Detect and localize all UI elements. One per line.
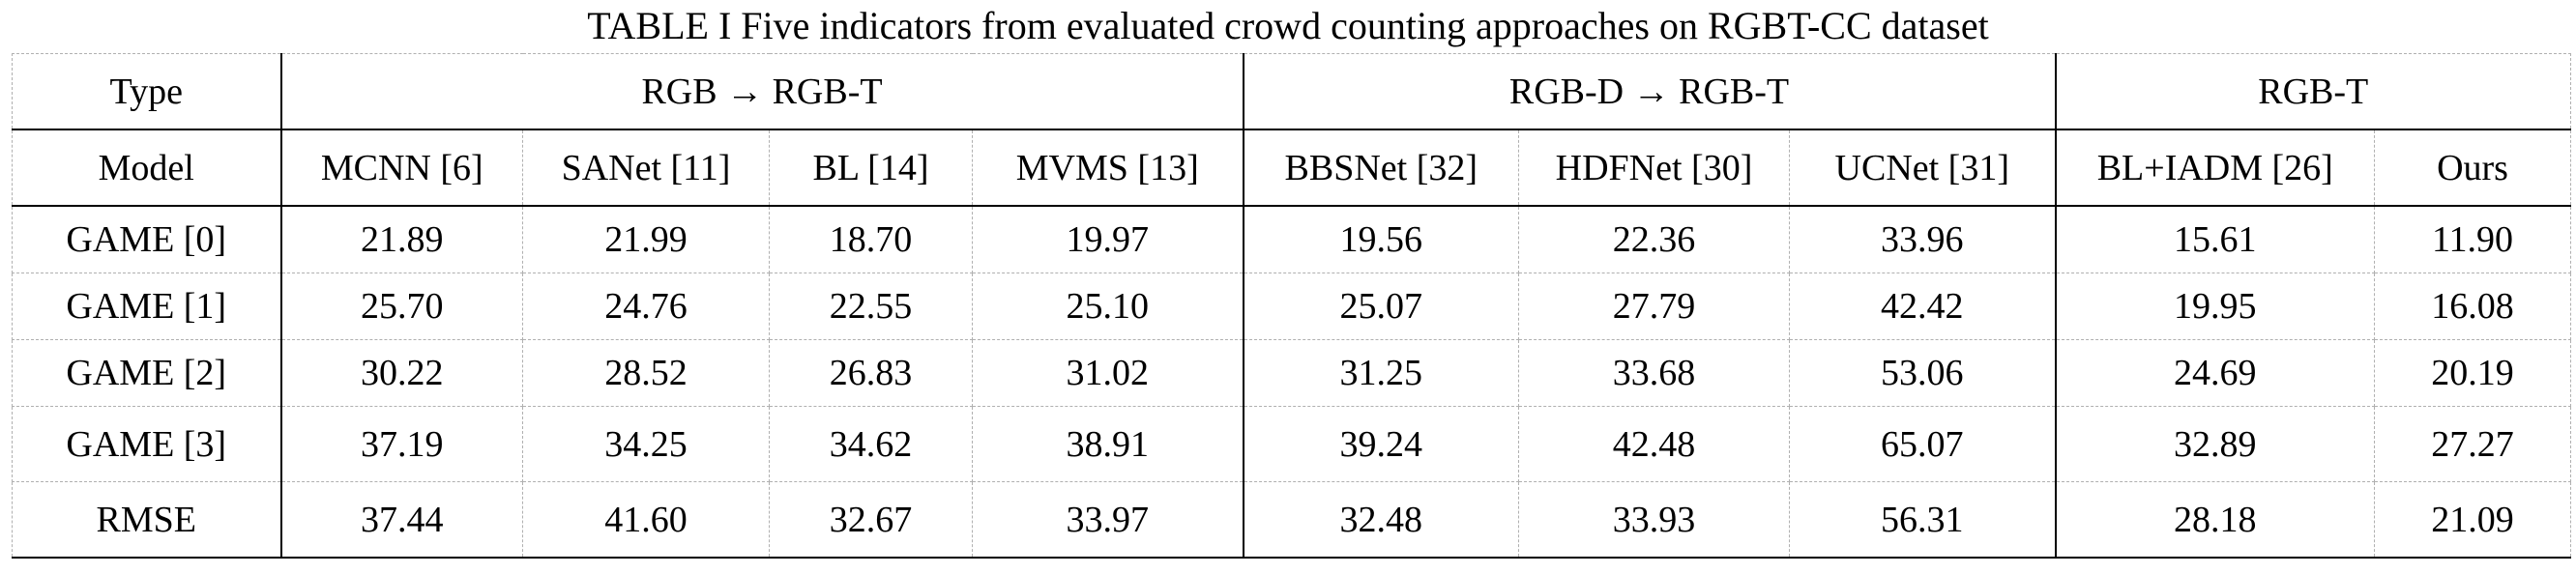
value-cell: 27.27 [2374, 406, 2572, 482]
table-row: GAME [1] 25.70 24.76 22.55 25.10 25.07 27.79 42… [12, 273, 2572, 340]
metric-label: RMSE [12, 481, 282, 559]
model-header-cell: MCNN [6] [280, 129, 523, 207]
value-cell: 11.90 [2374, 205, 2572, 273]
value-cell: 15.61 [2055, 205, 2376, 273]
value-cell: 38.91 [971, 406, 1244, 482]
value-cell: 22.55 [769, 273, 973, 340]
value-cell: 21.99 [522, 205, 770, 273]
table-row: GAME [3] 37.19 34.25 34.62 38.91 39.24 42.48 65… [12, 406, 2572, 482]
metric-label: GAME [3] [12, 406, 282, 482]
value-cell: 41.60 [522, 481, 770, 559]
model-header-cell: HDFNet [30] [1518, 129, 1791, 207]
group-rgb-label: RGB → RGB-T [641, 71, 883, 112]
table-row: GAME [2] 30.22 28.52 26.83 31.02 31.25 33.68 53… [12, 339, 2572, 407]
value-cell: 19.95 [2055, 273, 2376, 340]
model-header-cell: MVMS [13] [971, 129, 1244, 207]
table-row: GAME [0] 21.89 21.99 18.70 19.97 19.56 22.36 33… [12, 205, 2572, 273]
value-cell: 32.89 [2055, 406, 2376, 482]
model-header-cell: Ours [2374, 129, 2572, 207]
value-cell: 24.76 [522, 273, 770, 340]
value-cell: 28.52 [522, 339, 770, 407]
value-cell: 53.06 [1789, 339, 2057, 407]
value-cell: 19.56 [1243, 205, 1520, 273]
value-cell: 56.31 [1789, 481, 2057, 559]
value-cell: 39.24 [1243, 406, 1520, 482]
value-cell: 21.89 [280, 205, 523, 273]
value-cell: 26.83 [769, 339, 973, 407]
value-cell: 16.08 [2374, 273, 2572, 340]
value-cell: 24.69 [2055, 339, 2376, 407]
value-cell: 25.70 [280, 273, 523, 340]
value-cell: 25.10 [971, 273, 1244, 340]
model-header-cell: BBSNet [32] [1243, 129, 1520, 207]
value-cell: 31.02 [971, 339, 1244, 407]
value-cell: 32.48 [1243, 481, 1520, 559]
model-header-cell: UCNet [31] [1789, 129, 2057, 207]
value-cell: 18.70 [769, 205, 973, 273]
type-header: Type [12, 53, 282, 130]
group-rgbt-label: RGB-T [2258, 71, 2369, 112]
value-cell: 37.44 [280, 481, 523, 559]
group-rgbt: RGB-T [2055, 53, 2572, 130]
value-cell: 32.67 [769, 481, 973, 559]
value-cell: 65.07 [1789, 406, 2057, 482]
value-cell: 30.22 [280, 339, 523, 407]
value-cell: 42.48 [1518, 406, 1791, 482]
value-cell: 34.62 [769, 406, 973, 482]
table-row: RMSE 37.44 41.60 32.67 33.97 32.48 33.93 56.31 2… [12, 481, 2572, 559]
value-cell: 27.79 [1518, 273, 1791, 340]
value-cell: 31.25 [1243, 339, 1520, 407]
value-cell: 33.96 [1789, 205, 2057, 273]
value-cell: 33.97 [971, 481, 1244, 559]
group-rgbd: RGB-D → RGB-T [1243, 53, 2057, 130]
metric-label: GAME [2] [12, 339, 282, 407]
value-cell: 25.07 [1243, 273, 1520, 340]
value-cell: 19.97 [971, 205, 1244, 273]
value-cell: 21.09 [2374, 481, 2572, 559]
metric-label: GAME [1] [12, 273, 282, 340]
model-header-cell: SANet [11] [522, 129, 770, 207]
value-cell: 37.19 [280, 406, 523, 482]
value-cell: 20.19 [2374, 339, 2572, 407]
value-cell: 33.68 [1518, 339, 1791, 407]
metric-label: GAME [0] [12, 205, 282, 273]
group-rgbd-label: RGB-D → RGB-T [1508, 71, 1790, 112]
model-header: Model [12, 129, 282, 207]
group-rgb: RGB → RGB-T [279, 53, 1244, 130]
table-caption: TABLE I Five indicators from evaluated c… [587, 4, 1989, 47]
value-cell: 42.42 [1789, 273, 2057, 340]
value-cell: 28.18 [2055, 481, 2376, 559]
model-header-cell: BL+IADM [26] [2055, 129, 2376, 207]
value-cell: 34.25 [522, 406, 770, 482]
results-table: Type RGB → RGB-T RGB-D → RGB-T RGB-T Mod… [12, 53, 2572, 559]
value-cell: 22.36 [1518, 205, 1791, 273]
model-header-cell: BL [14] [769, 129, 973, 207]
model-header-row: Model MCNN [6] SANet [11] BL [14] MVMS [… [12, 129, 2572, 207]
value-cell: 33.93 [1518, 481, 1791, 559]
group-header-row: Type RGB → RGB-T RGB-D → RGB-T RGB-T [12, 53, 2572, 130]
